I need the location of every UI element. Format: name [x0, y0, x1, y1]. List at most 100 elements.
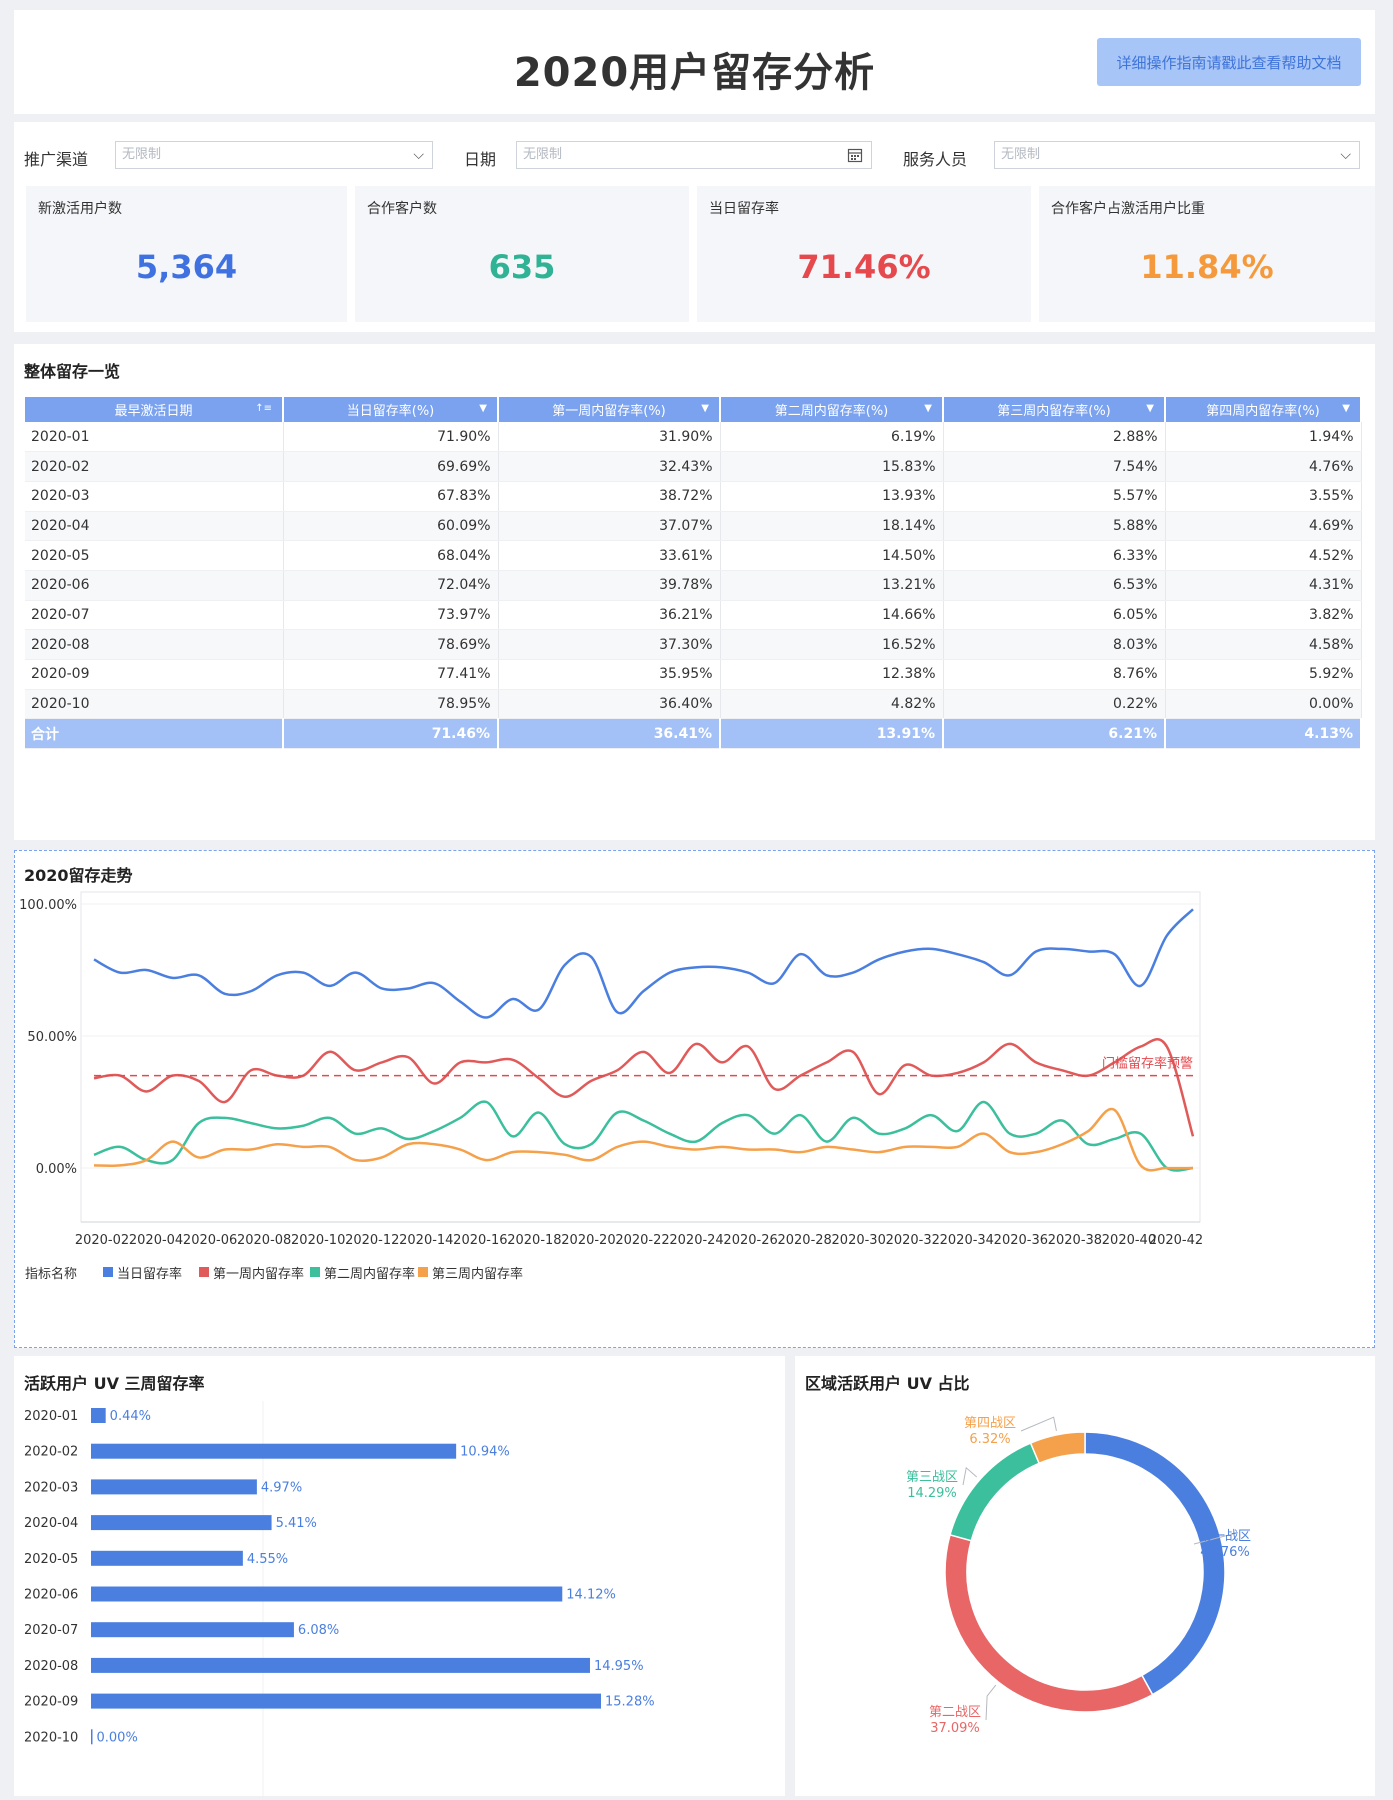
y-tick-label: 100.00%	[19, 898, 77, 913]
donut-slice[interactable]	[1029, 1431, 1086, 1465]
table-cell: 71.90%	[283, 422, 499, 453]
filter-channel-select[interactable]: 无限制 ⌵	[115, 141, 433, 169]
bar[interactable]	[91, 1622, 294, 1638]
column-header[interactable]: 最早激活日期 ↑≡	[25, 397, 284, 422]
kpi-card-partner-ratio: 合作客户占激活用户比重 11.84%	[1039, 186, 1375, 322]
table-cell: 4.69%	[1165, 511, 1362, 542]
donut-slice[interactable]	[944, 1533, 1154, 1713]
series-line-3[interactable]	[93, 1100, 1194, 1172]
table-cell: 2020-03	[25, 481, 284, 512]
table-cell: 2020-10	[25, 689, 284, 720]
kpi-label: 合作客户占激活用户比重	[1051, 201, 1205, 217]
kpi-card-new-users: 新激活用户数 5,364	[26, 186, 347, 322]
table-cell: 2.88%	[943, 422, 1166, 453]
bar[interactable]	[91, 1657, 590, 1673]
donut-slice[interactable]	[1084, 1431, 1226, 1696]
column-header[interactable]: 第一周内留存率(%) ▼	[498, 397, 721, 422]
x-tick-label: 2020-32	[886, 1233, 940, 1248]
x-tick-label: 2020-38	[1048, 1233, 1102, 1248]
category-label: 2020-04	[24, 1516, 78, 1531]
y-tick-label: 50.00%	[27, 1030, 77, 1045]
column-header[interactable]: 当日留存率(%) ▼	[283, 397, 499, 422]
legend-swatch[interactable]	[199, 1267, 209, 1277]
bar[interactable]	[91, 1586, 563, 1602]
x-tick-label: 2020-14	[399, 1233, 453, 1248]
table-total-cell: 合计	[25, 718, 284, 750]
bar-value-label: 4.97%	[261, 1480, 302, 1495]
table-cell: 33.61%	[498, 540, 721, 571]
filter-staff-value: 无限制	[1001, 147, 1041, 162]
bar[interactable]	[91, 1515, 272, 1531]
table-cell: 1.94%	[1165, 422, 1362, 453]
page-title: 2020用户留存分析	[513, 50, 876, 96]
legend-item[interactable]: 第二周内留存率	[324, 1266, 415, 1282]
slice-value-label: 37.09%	[930, 1721, 980, 1736]
bar[interactable]	[91, 1693, 601, 1709]
table-row: 2020-03 67.83% 38.72% 13.93% 5.57% 3.55%	[25, 481, 1362, 512]
legend-swatch[interactable]	[310, 1267, 320, 1277]
legend-item[interactable]: 第一周内留存率	[213, 1266, 304, 1282]
table-row: 2020-10 78.95% 36.40% 4.82% 0.22% 0.00%	[25, 689, 1362, 720]
table-cell: 5.92%	[1165, 659, 1362, 690]
dropdown-arrow-icon[interactable]: ▼	[1342, 403, 1350, 414]
donut-slice[interactable]	[949, 1442, 1041, 1542]
table-row: 2020-08 78.69% 37.30% 16.52% 8.03% 4.58%	[25, 629, 1362, 660]
bar[interactable]	[91, 1443, 457, 1459]
sort-icon[interactable]: ↑≡	[255, 403, 272, 414]
table-cell: 77.41%	[283, 659, 499, 690]
y-tick-label: 0.00%	[36, 1162, 77, 1177]
table-total-cell: 6.21%	[943, 718, 1166, 750]
table-cell: 32.43%	[498, 451, 721, 482]
filter-date-picker[interactable]: 无限制	[516, 141, 872, 169]
bar[interactable]	[91, 1479, 257, 1495]
kpi-label: 新激活用户数	[38, 201, 122, 217]
table-cell: 6.33%	[943, 540, 1166, 571]
region-share-panel: 区域活跃用户 UV 占比 第一战区 41.76% 第二战区 37.09% 第三战区 14.…	[795, 1356, 1375, 1796]
column-header[interactable]: 第二周内留存率(%) ▼	[720, 397, 944, 422]
threshold-label: 门槛留存率预警	[1102, 1056, 1193, 1072]
dropdown-arrow-icon[interactable]: ▼	[701, 403, 709, 414]
slice-value-label: 14.29%	[907, 1486, 957, 1501]
category-label: 2020-05	[24, 1552, 78, 1567]
x-tick-label: 2020-16	[453, 1233, 507, 1248]
x-tick-label: 2020-08	[237, 1233, 291, 1248]
x-tick-label: 2020-22	[615, 1233, 669, 1248]
table-cell: 12.38%	[720, 659, 944, 690]
legend-item[interactable]: 第三周内留存率	[432, 1266, 523, 1282]
dropdown-arrow-icon[interactable]: ▼	[924, 403, 932, 414]
bar[interactable]	[91, 1729, 93, 1745]
x-tick-label: 2020-12	[345, 1233, 399, 1248]
legend-item[interactable]: 当日留存率	[117, 1266, 182, 1282]
bar[interactable]	[91, 1550, 243, 1566]
table-cell: 0.00%	[1165, 689, 1362, 720]
legend-swatch[interactable]	[418, 1267, 428, 1277]
table-cell: 2020-08	[25, 629, 284, 660]
dropdown-arrow-icon[interactable]: ▼	[1146, 403, 1154, 414]
table-cell: 3.82%	[1165, 600, 1362, 631]
table-cell: 36.40%	[498, 689, 721, 720]
filter-staff-select[interactable]: 无限制 ⌵	[994, 141, 1360, 169]
slice-leader-line	[1193, 1532, 1239, 1545]
legend-swatch[interactable]	[103, 1267, 113, 1277]
retention-table: 最早激活日期 ↑≡ 当日留存率(%) ▼ 第一周内留存率(%) ▼ 第二周内留存率(%…	[25, 397, 1362, 750]
kpi-card-partners: 合作客户数 635	[355, 186, 689, 322]
table-cell: 69.69%	[283, 451, 499, 482]
slice-value-label: 6.32%	[969, 1432, 1010, 1447]
table-cell: 72.04%	[283, 570, 499, 601]
table-cell: 0.22%	[943, 689, 1166, 720]
bar[interactable]	[91, 1408, 106, 1423]
table-row: 2020-01 71.90% 31.90% 6.19% 2.88% 1.94%	[25, 422, 1362, 453]
table-cell: 8.03%	[943, 629, 1166, 660]
x-tick-label: 2020-04	[129, 1233, 183, 1248]
bar-chart: 2020-01 0.44% 2020-02 10.94% 2020-03 4.97% 202…	[24, 1401, 655, 1796]
kpi-card-day-retention: 当日留存率 71.46%	[697, 186, 1031, 322]
dropdown-arrow-icon[interactable]: ▼	[479, 403, 487, 414]
table-cell: 2020-06	[25, 570, 284, 601]
column-header[interactable]: 第三周内留存率(%) ▼	[943, 397, 1166, 422]
help-doc-button[interactable]: 详细操作指南请戳此查看帮助文档	[1097, 38, 1361, 86]
table-total-cell: 36.41%	[498, 718, 721, 750]
column-header[interactable]: 第四周内留存率(%) ▼	[1165, 397, 1362, 422]
series-line-4[interactable]	[93, 1107, 1194, 1172]
series-line-1[interactable]	[93, 908, 1194, 1019]
